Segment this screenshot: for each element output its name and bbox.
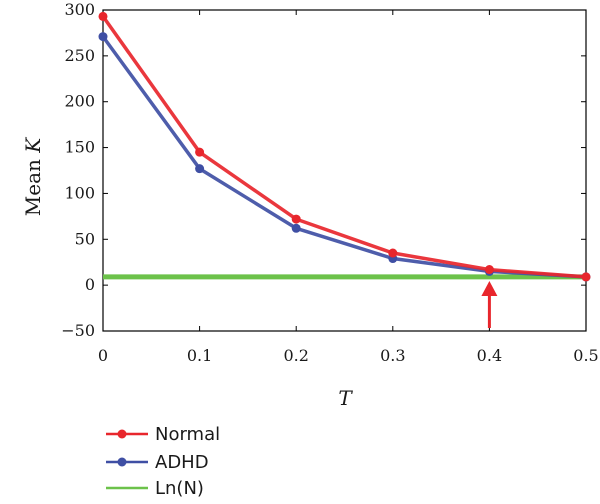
x-tick-label: 0.3 xyxy=(380,346,405,365)
legend-marker-adhd xyxy=(117,457,127,467)
x-tick-label: 0 xyxy=(98,346,108,365)
y-tick-label: 0 xyxy=(85,275,95,294)
y-tick-label: 150 xyxy=(64,138,95,157)
series-line-adhd xyxy=(101,35,587,279)
x-tick-label: 0.2 xyxy=(283,346,308,365)
legend: Normal ADHD Ln(N) xyxy=(106,424,220,499)
series-line-normal xyxy=(101,15,587,279)
data-point-adhd xyxy=(195,164,205,174)
y-tick-label: 50 xyxy=(75,229,95,248)
chart-marks xyxy=(98,11,591,328)
x-tick-label: 0.5 xyxy=(573,346,598,365)
annotation-arrow-head xyxy=(481,281,498,296)
legend-label-ln-n: Ln(N) xyxy=(155,478,204,499)
y-tick-label: 300 xyxy=(64,0,95,19)
data-point-adhd xyxy=(291,223,301,233)
plot-area xyxy=(102,9,587,332)
data-point-normal xyxy=(484,265,494,275)
legend-label-normal: Normal xyxy=(155,424,220,445)
x-tick-label: 0.1 xyxy=(187,346,212,365)
plot-frame xyxy=(102,9,587,332)
y-axis-title-var: K xyxy=(21,137,45,154)
legend-marker-normal xyxy=(117,429,127,439)
legend-label-adhd: ADHD xyxy=(155,452,209,473)
data-point-normal xyxy=(195,147,205,157)
data-point-adhd xyxy=(98,32,108,42)
x-axis-title: T xyxy=(338,386,353,410)
data-point-normal xyxy=(581,272,591,282)
y-axis-title-prefix: Mean xyxy=(21,153,45,216)
y-axis-title: Mean K xyxy=(21,137,45,216)
data-point-normal xyxy=(388,248,398,258)
y-tick-label: 200 xyxy=(64,92,95,111)
y-tick-label: 250 xyxy=(64,46,95,65)
y-tick-label: −50 xyxy=(61,321,95,340)
data-point-normal xyxy=(291,214,301,224)
data-point-normal xyxy=(98,11,108,21)
x-tick-label: 0.4 xyxy=(477,346,502,365)
y-tick-label: 100 xyxy=(64,183,95,202)
